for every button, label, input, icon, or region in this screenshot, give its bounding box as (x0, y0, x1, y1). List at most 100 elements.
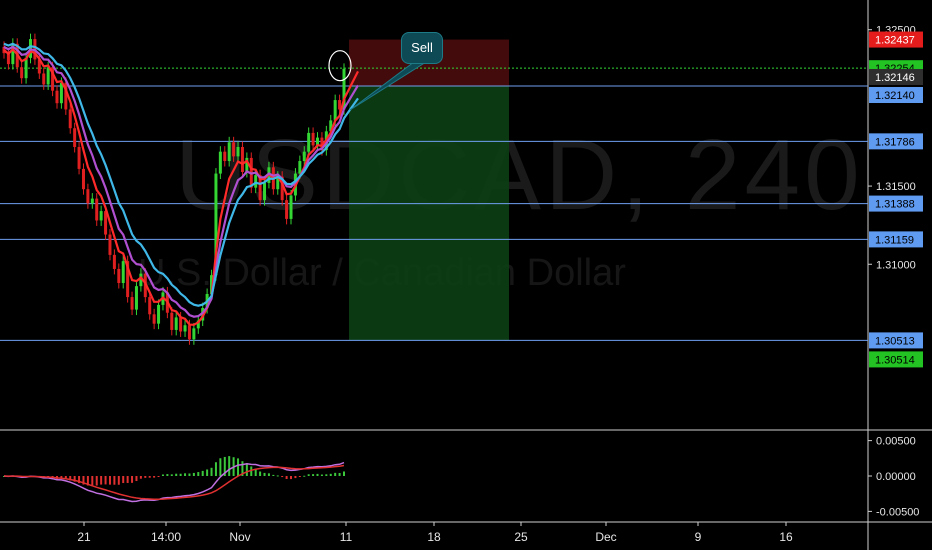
macd-bar (73, 476, 76, 482)
macd-bar (91, 476, 94, 486)
macd-bar (343, 471, 345, 476)
macd-bar (113, 476, 116, 485)
macd-bar (148, 476, 151, 478)
price-label: 1.32437 (875, 35, 915, 47)
candle-body (134, 286, 138, 310)
candle-body (37, 59, 41, 74)
time-tick-label: 21 (77, 530, 91, 544)
candle-body (196, 320, 200, 329)
macd-bar (64, 476, 67, 480)
macd-bar (60, 476, 63, 479)
candle-body (214, 173, 218, 276)
macd-bar (131, 476, 134, 483)
macd-bar (267, 473, 270, 476)
candle-body (86, 189, 90, 204)
macd-bar (254, 468, 257, 476)
candle-body (179, 317, 183, 332)
price-label-box (869, 332, 923, 349)
price-label: 1.32140 (875, 90, 915, 102)
macd-bar (272, 474, 275, 476)
macd-bar (69, 476, 72, 481)
candle-body (258, 175, 262, 201)
ema-mid-line (3, 45, 359, 318)
macd-bar (334, 472, 337, 476)
candle-body (245, 157, 249, 172)
macd-bar (263, 472, 266, 476)
candle-body (320, 137, 324, 151)
candle-body (51, 67, 55, 91)
macd-bar (285, 476, 288, 480)
macd-bar (108, 476, 111, 485)
candle-body (152, 314, 156, 324)
macd-bar (100, 476, 103, 485)
macd-bar (206, 469, 209, 476)
macd-bar (188, 473, 191, 476)
candle-body (157, 304, 161, 324)
time-tick-label: 16 (779, 530, 793, 544)
macd-bar (329, 473, 332, 476)
macd-bar (294, 476, 297, 479)
time-tick-label: 9 (695, 530, 702, 544)
candle-body (121, 261, 125, 284)
candle-body (139, 273, 143, 287)
macd-bar (117, 476, 120, 485)
candle-body (55, 90, 59, 104)
ema-slow-line (3, 42, 359, 307)
macd-bar (320, 474, 323, 476)
candle-body (240, 146, 244, 172)
candle-body (73, 128, 77, 147)
macd-bar (157, 476, 160, 477)
macd-bar (312, 474, 315, 476)
macd-bar (281, 476, 284, 478)
macd-bar (82, 476, 85, 485)
candle-body (187, 325, 191, 340)
time-tick-label: Nov (229, 530, 250, 544)
candle-body (24, 57, 28, 79)
macd-bar (179, 473, 182, 476)
sell-callout: Sell (401, 32, 443, 64)
macd-tick-label: 0.00000 (876, 471, 916, 483)
time-tick-label: Dec (595, 530, 616, 544)
macd-bar (95, 476, 98, 486)
candle-body (254, 175, 258, 188)
macd-bar (170, 474, 173, 476)
price-label: 1.30513 (875, 335, 915, 347)
macd-bar (228, 456, 231, 476)
macd-bar (214, 462, 217, 476)
price-label-box (869, 69, 923, 85)
candle-body (148, 297, 152, 315)
time-tick-label: 11 (340, 530, 353, 544)
candle-body (95, 198, 99, 221)
macd-bar (153, 476, 156, 478)
macd-bar (161, 474, 164, 476)
signal-line (3, 464, 345, 501)
candle-body (289, 195, 293, 219)
candle-body (333, 100, 337, 121)
macd-bar (139, 476, 142, 479)
candle-body (77, 146, 81, 169)
time-tick-label: 18 (427, 530, 441, 544)
candle-body (342, 68, 346, 110)
candle-body (183, 325, 187, 332)
macd-line (3, 461, 345, 503)
macd-bar (175, 473, 178, 476)
macd-bar (259, 471, 262, 476)
macd-bar (325, 474, 328, 476)
price-label: 1.31786 (875, 136, 915, 148)
price-label: 1.31159 (875, 234, 914, 246)
time-tick-label: 25 (514, 530, 528, 544)
candle-body (329, 120, 333, 132)
macd-bar (126, 476, 129, 483)
macd-bar (78, 476, 81, 484)
macd-bar (184, 473, 187, 476)
macd-bar (192, 472, 195, 476)
price-label: 1.32146 (875, 72, 915, 84)
price-label-box (869, 351, 923, 368)
macd-bar (135, 476, 138, 482)
macd-bar (245, 463, 248, 476)
candle-body (311, 132, 315, 146)
macd-bar (201, 470, 204, 476)
macd-bar (197, 472, 200, 476)
macd-bar (316, 473, 319, 476)
